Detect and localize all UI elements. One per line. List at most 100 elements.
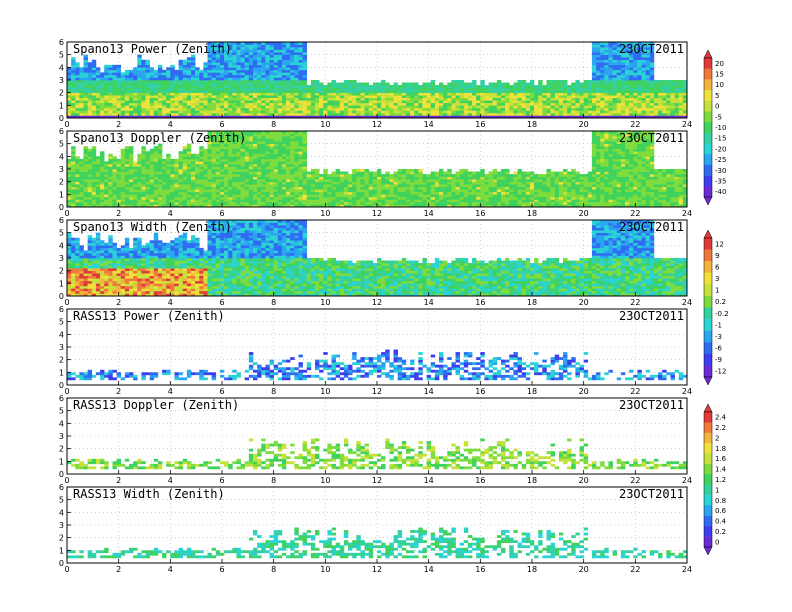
colorbar-swatch (704, 432, 712, 444)
colorbar-swatch (704, 365, 712, 378)
heatmap-cells (67, 527, 688, 559)
heatmap-cells (67, 220, 688, 297)
panel-date: 23OCT2011 (619, 487, 684, 501)
colorbar-swatch (704, 272, 712, 285)
y-tick-label: 2 (59, 178, 64, 187)
colorbar-swatch (704, 443, 712, 454)
y-tick-label: 4 (59, 419, 64, 428)
colorbar-label: -25 (715, 156, 726, 164)
colorbar-label: 2 (715, 434, 719, 442)
panel-date: 23OCT2011 (619, 309, 684, 323)
colorbar-swatch (704, 164, 712, 176)
colorbar-swatch (704, 249, 712, 262)
colorbar-arrow-bottom (703, 196, 713, 206)
colorbar-swatch (704, 122, 712, 134)
panel-5: RASS13 Doppler (Zenith) 23OCT201101234560… (59, 394, 692, 485)
colorbar-label: -40 (715, 188, 726, 196)
y-tick-label: 6 (59, 483, 64, 492)
colorbar-swatch (704, 515, 712, 527)
panel-title: Spano13 Doppler (Zenith) (73, 131, 246, 145)
colorbar-swatch (704, 186, 712, 198)
x-tick-label: 2 (116, 565, 121, 574)
x-tick-label: 24 (682, 476, 692, 485)
x-tick-label: 2 (116, 298, 121, 307)
x-tick-label: 12 (372, 120, 382, 129)
x-tick-label: 22 (630, 565, 640, 574)
panel-date: 23OCT2011 (619, 398, 684, 412)
colorbar-swatch (704, 319, 712, 331)
heatmap-cells (67, 42, 688, 119)
x-tick-label: 22 (630, 387, 640, 396)
y-tick-label: 5 (59, 140, 64, 149)
colorbar-label: -12 (715, 368, 726, 376)
x-tick-label: 16 (475, 120, 485, 129)
x-tick-label: 0 (64, 387, 69, 396)
x-tick-label: 12 (372, 565, 382, 574)
x-tick-label: 10 (320, 120, 330, 129)
colorbar-swatch (704, 453, 712, 465)
x-tick-label: 4 (168, 120, 173, 129)
x-tick-label: 18 (527, 387, 537, 396)
heatmap-cells (67, 349, 688, 381)
colorbar-label: 0.2 (715, 528, 726, 536)
x-tick-label: 8 (271, 387, 276, 396)
y-tick-label: 0 (59, 114, 64, 123)
y-tick-label: 5 (59, 318, 64, 327)
x-tick-label: 12 (372, 387, 382, 396)
y-tick-label: 0 (59, 381, 64, 390)
colorbar-label: 1 (715, 486, 719, 494)
colorbar-label: 2.4 (715, 414, 727, 422)
colorbar-label: 0.2 (715, 298, 726, 306)
colorbar-swatch (704, 238, 712, 250)
colorbar-label: -3 (715, 333, 722, 341)
colorbar-label: 9 (715, 252, 719, 260)
x-tick-label: 14 (424, 476, 434, 485)
y-tick-label: 0 (59, 203, 64, 212)
x-tick-label: 18 (527, 565, 537, 574)
colorbar-3: 2.4 2.2 2 1.8 1.6 1.4 1.2 1 0.8 0.6 0.4 0.2 0 (703, 403, 727, 556)
x-tick-label: 16 (475, 565, 485, 574)
panel-title: RASS13 Width (Zenith) (73, 487, 225, 501)
colorbar-label: 1 (715, 287, 719, 295)
y-tick-label: 6 (59, 127, 64, 136)
x-tick-label: 4 (168, 387, 173, 396)
panel-2: Spano13 Doppler (Zenith) 23OCT20110123456… (59, 127, 692, 218)
x-tick-label: 20 (579, 209, 589, 218)
x-tick-label: 20 (579, 565, 589, 574)
colorbar-label: -30 (715, 167, 726, 175)
colorbar-label: 12 (715, 240, 724, 248)
colorbar-swatch (704, 175, 712, 187)
heatmap-cells (67, 438, 688, 470)
colorbar-label: 0.4 (715, 518, 727, 526)
x-tick-label: 6 (219, 565, 224, 574)
colorbar-label: 1.2 (715, 476, 726, 484)
colorbar-swatch (704, 79, 712, 91)
y-tick-label: 3 (59, 343, 64, 352)
x-tick-label: 10 (320, 298, 330, 307)
x-tick-label: 22 (630, 298, 640, 307)
y-tick-label: 5 (59, 496, 64, 505)
x-tick-label: 14 (424, 387, 434, 396)
y-tick-label: 4 (59, 152, 64, 161)
x-tick-label: 10 (320, 387, 330, 396)
y-tick-label: 1 (59, 457, 64, 466)
colorbar-arrow-top (703, 49, 713, 59)
colorbar-swatch (704, 474, 712, 485)
x-tick-label: 14 (424, 120, 434, 129)
colorbar-swatch (704, 412, 712, 423)
colorbar-swatch (704, 58, 712, 69)
colorbar-label: -10 (715, 124, 726, 132)
x-tick-label: 24 (682, 387, 692, 396)
y-tick-label: 2 (59, 534, 64, 543)
panel-title: RASS13 Doppler (Zenith) (73, 398, 239, 412)
y-tick-label: 2 (59, 356, 64, 365)
x-tick-label: 22 (630, 476, 640, 485)
y-tick-label: 4 (59, 63, 64, 72)
colorbar-label: -15 (715, 135, 726, 143)
panel-date: 23OCT2011 (619, 42, 684, 56)
y-tick-label: 6 (59, 394, 64, 403)
